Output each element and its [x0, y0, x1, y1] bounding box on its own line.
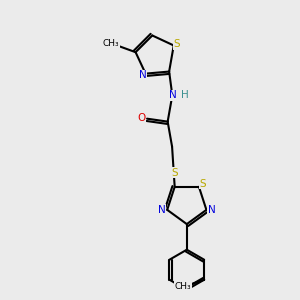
Text: O: O — [138, 113, 146, 123]
Text: N: N — [139, 70, 146, 80]
Text: S: S — [173, 39, 180, 49]
Text: N: N — [169, 90, 176, 100]
Text: CH₃: CH₃ — [175, 282, 191, 291]
Text: N: N — [208, 205, 216, 215]
Text: H: H — [181, 90, 188, 100]
Text: CH₃: CH₃ — [103, 39, 119, 48]
Text: S: S — [199, 179, 206, 189]
Text: S: S — [172, 168, 178, 178]
Text: N: N — [158, 205, 166, 215]
